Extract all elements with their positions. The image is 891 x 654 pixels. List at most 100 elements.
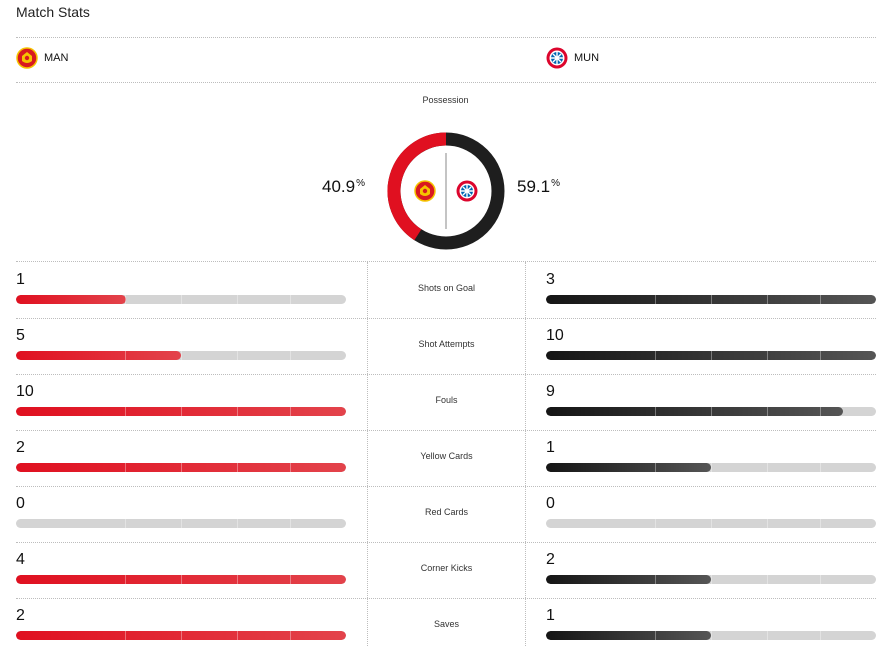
column-divider [525, 262, 526, 646]
bar-segment-tick [654, 631, 656, 640]
home-team-abbr: MAN [44, 52, 69, 64]
stat-row: 10 Fouls 9 [0, 374, 891, 430]
bar-segment-tick [711, 575, 712, 584]
bar-segment-tick [711, 351, 712, 360]
home-stat-bar-fill [16, 351, 181, 360]
bar-segment-tick [767, 463, 769, 472]
bar-segment-tick [181, 351, 182, 360]
possession-donut-chart [387, 132, 505, 250]
divider [16, 374, 876, 375]
away-stat-bar-fill [546, 351, 876, 360]
section-title: Match Stats [16, 4, 90, 20]
stat-row: 2 Saves 1 [0, 598, 891, 654]
bar-segment-tick [237, 519, 239, 528]
away-stat-bar [546, 351, 876, 360]
bar-segment-tick [767, 631, 769, 640]
home-stat-value: 2 [16, 439, 25, 456]
bar-segment-tick [124, 351, 126, 360]
home-stat-bar [16, 407, 346, 416]
away-stat-value: 3 [546, 271, 555, 288]
divider [16, 598, 876, 599]
bar-segment-tick [289, 575, 291, 584]
bar-segment-tick [711, 631, 712, 640]
column-divider [367, 262, 368, 646]
bayern-munich-crest-icon [546, 47, 568, 69]
bar-segment-tick [124, 519, 126, 528]
away-possession-value: 59.1% [517, 177, 560, 196]
home-stat-bar-fill [16, 575, 346, 584]
bar-segment-tick [237, 407, 239, 416]
divider [16, 430, 876, 431]
home-stat-bar [16, 519, 346, 528]
away-stat-bar [546, 295, 876, 304]
away-stat-value: 1 [546, 439, 555, 456]
away-stat-bar [546, 519, 876, 528]
divider [16, 318, 876, 319]
bar-segment-tick [819, 519, 821, 528]
bar-segment-tick [711, 519, 712, 528]
home-team[interactable]: MAN [16, 46, 68, 70]
away-stat-bar [546, 463, 876, 472]
stat-row: 1 Shots on Goal 3 [0, 262, 891, 318]
bar-segment-tick [237, 575, 239, 584]
stat-label: Yellow Cards [420, 451, 473, 461]
stat-row: 2 Yellow Cards 1 [0, 430, 891, 486]
divider [16, 542, 876, 543]
home-stat-bar [16, 463, 346, 472]
stat-label: Red Cards [424, 507, 469, 517]
bar-segment-tick [124, 295, 126, 304]
away-stat-value: 10 [546, 327, 564, 344]
bar-segment-tick [124, 407, 126, 416]
bar-segment-tick [654, 463, 656, 472]
divider [16, 37, 876, 38]
bar-segment-tick [767, 351, 769, 360]
stat-label: Shots on Goal [417, 283, 476, 293]
away-stat-bar-fill [546, 463, 711, 472]
divider [16, 486, 876, 487]
home-stat-value: 4 [16, 551, 25, 568]
bar-segment-tick [289, 631, 291, 640]
stat-label: Shot Attempts [418, 339, 475, 349]
away-team[interactable]: MUN [546, 46, 599, 70]
divider [16, 82, 876, 83]
bar-segment-tick [654, 407, 656, 416]
bar-segment-tick [237, 463, 239, 472]
bar-segment-tick [124, 575, 126, 584]
away-stat-bar [546, 631, 876, 640]
bar-segment-tick [654, 351, 656, 360]
bar-segment-tick [767, 575, 769, 584]
bar-segment-tick [819, 295, 821, 304]
away-team-abbr: MUN [574, 52, 600, 64]
stat-row: 5 Shot Attempts 10 [0, 318, 891, 374]
home-possession-value: 40.9% [322, 177, 365, 196]
bar-segment-tick [767, 407, 769, 416]
home-stat-value: 10 [16, 383, 34, 400]
away-stat-bar [546, 407, 876, 416]
manchester-united-crest-icon [414, 180, 436, 202]
home-stat-value: 0 [16, 495, 25, 512]
bar-segment-tick [819, 407, 821, 416]
home-stat-value: 1 [16, 271, 25, 288]
bar-segment-tick [181, 463, 182, 472]
home-stat-bar-fill [16, 295, 126, 304]
bar-segment-tick [819, 351, 821, 360]
divider [16, 261, 876, 262]
stat-label: Fouls [435, 395, 458, 405]
home-stat-bar [16, 631, 346, 640]
bar-segment-tick [711, 463, 712, 472]
bar-segment-tick [654, 295, 656, 304]
bar-segment-tick [289, 463, 291, 472]
bayern-munich-crest-icon [456, 180, 478, 202]
away-stat-value: 0 [546, 495, 555, 512]
bar-segment-tick [181, 631, 182, 640]
bar-segment-tick [819, 631, 821, 640]
bar-segment-tick [181, 575, 182, 584]
bar-segment-tick [289, 519, 291, 528]
away-stat-bar [546, 575, 876, 584]
home-stat-bar-fill [16, 463, 346, 472]
bar-segment-tick [181, 407, 182, 416]
away-stat-bar-fill [546, 631, 711, 640]
bar-segment-tick [767, 519, 769, 528]
bar-segment-tick [124, 463, 126, 472]
bar-segment-tick [767, 295, 769, 304]
